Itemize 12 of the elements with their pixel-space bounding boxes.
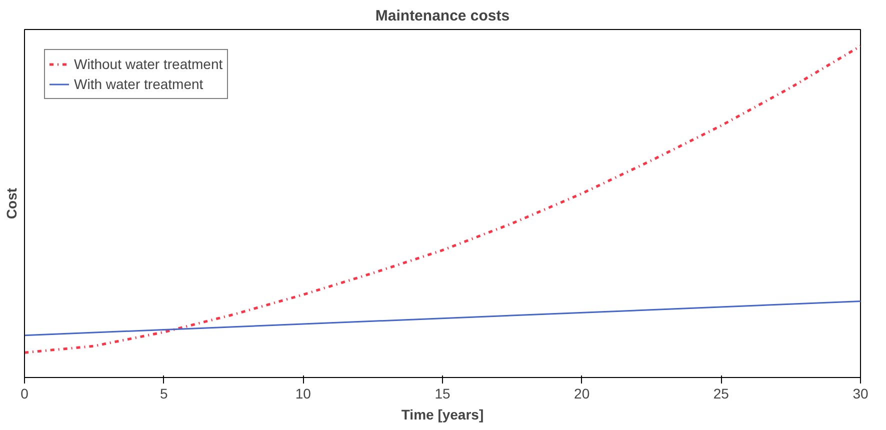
- chart-title: Maintenance costs: [375, 8, 510, 24]
- x-tick-label: 5: [160, 386, 168, 402]
- legend-label: Without water treatment: [74, 56, 223, 72]
- x-axis-title: Time [years]: [401, 406, 484, 422]
- x-tick-label: 15: [434, 386, 450, 402]
- x-tick-label: 10: [295, 386, 312, 402]
- x-tick-label: 25: [713, 386, 730, 402]
- y-axis-title: Cost: [4, 188, 20, 220]
- legend-label: With water treatment: [74, 76, 204, 92]
- x-tick-label: 20: [574, 386, 590, 402]
- x-tick-label: 0: [20, 386, 29, 402]
- x-tick-label: 30: [852, 386, 868, 402]
